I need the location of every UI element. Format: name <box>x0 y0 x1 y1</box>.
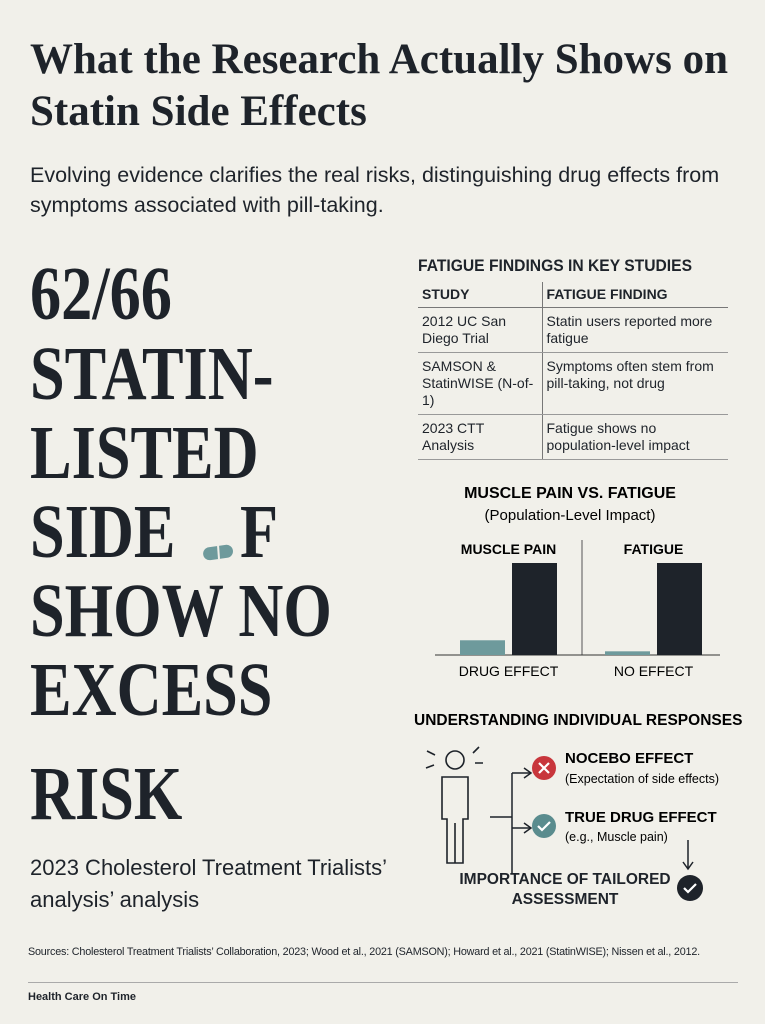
responses-diagram: UNDERSTANDING INDIVIDUAL RESPONSES NOCEB… <box>414 712 742 901</box>
headline-line: 62/66 <box>30 252 172 336</box>
category-label: MUSCLE PAIN <box>461 541 556 557</box>
bar <box>512 563 557 655</box>
response-note: (e.g., Muscle pain) <box>565 830 668 844</box>
sources: Sources: Cholesterol Treatment Trialists… <box>28 946 700 958</box>
brand: Health Care On Time <box>28 991 136 1003</box>
bar <box>657 563 702 655</box>
category-note: NO EFFECT <box>614 663 694 679</box>
table-cell: Statin users reported more fatigue <box>541 307 728 353</box>
table-row: 2023 CTT Analysis Fatigue shows no popula… <box>418 414 728 460</box>
headline-line: SHOW NO <box>30 569 332 653</box>
table-cell: Symptoms often stem from pill-taking, no… <box>541 352 728 415</box>
response-label: TRUE DRUG EFFECT <box>565 809 717 826</box>
check-icon-mark <box>683 883 697 894</box>
arrow-down <box>682 840 694 871</box>
table-cell: Fatigue shows no population-level impact <box>541 414 728 460</box>
headline-note: 2023 Cholesterol Treatment Trialists’ an… <box>30 855 387 912</box>
table-title: FATIGUE FINDINGS IN KEY STUDIES <box>418 256 693 275</box>
check-icon <box>532 814 556 838</box>
headline-line: F <box>240 490 279 574</box>
headline-line: LISTED <box>30 411 259 495</box>
table-cell: 2023 CTT Analysis <box>418 414 542 460</box>
headline-line: RISK <box>30 752 183 836</box>
arrowhead <box>523 767 533 834</box>
section-title: UNDERSTANDING INDIVIDUAL RESPONSES <box>414 712 742 729</box>
category-label: FATIGUE <box>624 541 684 557</box>
headline-line: STATIN- <box>30 332 274 416</box>
headline-line: SIDE <box>30 490 176 574</box>
response-note: (Expectation of side effects) <box>565 772 719 786</box>
bar <box>605 651 650 655</box>
headline-line: EXCESS <box>30 648 273 732</box>
chart-subtitle: (Population-Level Impact) <box>485 507 656 524</box>
check-icon <box>677 875 703 901</box>
subtitle: Evolving evidence clarifies the real ris… <box>30 163 720 217</box>
bar-chart: MUSCLE PAIN VS. FATIGUE (Population-Leve… <box>435 485 720 679</box>
column-header: STUDY <box>418 282 542 308</box>
rule <box>28 982 738 983</box>
connector <box>490 772 530 873</box>
category-note: DRUG EFFECT <box>459 663 559 679</box>
pill-icon <box>203 544 233 561</box>
table-cell: 2012 UC San Diego Trial <box>418 307 542 353</box>
person-icon <box>425 746 483 864</box>
title: What the Research Actually Shows on Stat… <box>30 36 728 135</box>
response-label: NOCEBO EFFECT <box>565 750 693 767</box>
table-row: 2012 UC San Diego Trial Statin users repo… <box>418 307 728 353</box>
table-row: SAMSON & StatinWISE (N-of-1) Symptoms oft… <box>418 352 728 415</box>
column-header: FATIGUE FINDING <box>541 282 728 308</box>
x-icon-mark <box>538 762 550 774</box>
findings-table: STUDY FATIGUE FINDING 2012 UC San Diego T… <box>418 282 728 460</box>
chart-title: MUSCLE PAIN VS. FATIGUE <box>464 485 676 502</box>
bar <box>460 640 505 655</box>
table-cell: SAMSON & StatinWISE (N-of-1) <box>418 352 542 415</box>
check-icon-mark <box>537 821 551 832</box>
conclusion: IMPORTANCE OF TAILORED ASSESSMENT <box>459 871 671 908</box>
